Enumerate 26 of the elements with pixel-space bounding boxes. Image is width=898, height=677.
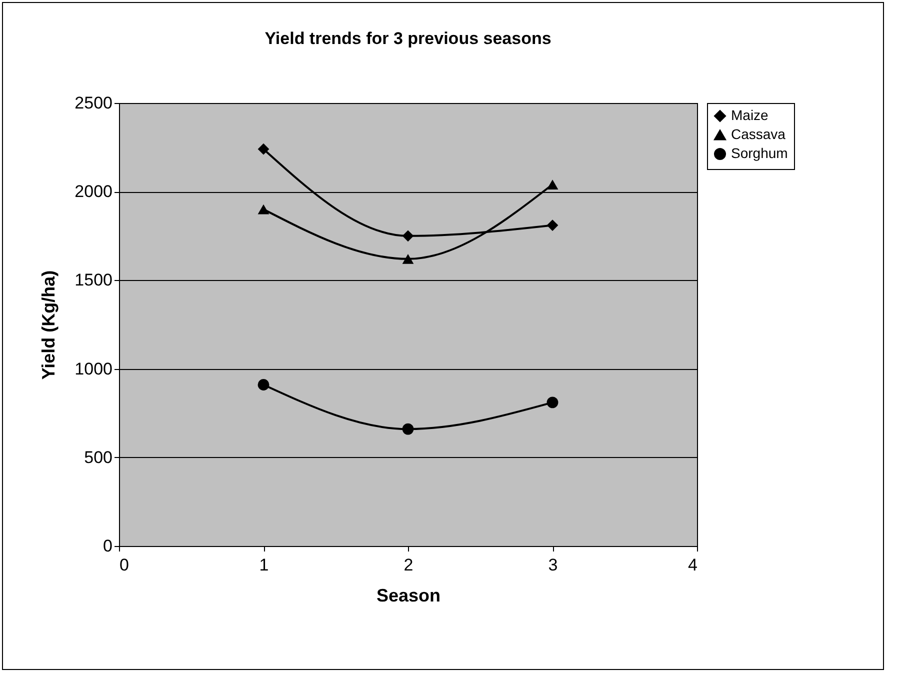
- point: [402, 254, 414, 264]
- x-tick-label: 1: [259, 556, 269, 574]
- legend-label: Sorghum: [731, 145, 788, 161]
- legend-label: Cassava: [731, 126, 786, 142]
- y-tick-label: 500: [84, 448, 112, 467]
- x-tick-label: 4: [688, 556, 698, 574]
- x-tick-label: 0: [120, 556, 129, 574]
- y-tick-label: 0: [103, 536, 112, 556]
- y-axis-title: Yield (Kg/ha): [38, 270, 59, 380]
- x-axis-title: Season: [376, 586, 441, 606]
- y-tick-label: 1000: [74, 359, 112, 378]
- x-tick-label: 3: [548, 556, 558, 574]
- legend-label: Maize: [731, 107, 769, 123]
- chart-title: Yield trends for 3 previous seasons: [264, 29, 552, 48]
- point: [402, 423, 414, 435]
- y-tick-label: 2000: [74, 182, 112, 202]
- point: [258, 379, 270, 390]
- point: [258, 204, 270, 214]
- point: [546, 220, 558, 231]
- point: [546, 180, 558, 190]
- y-tick-label: 1500: [74, 270, 112, 290]
- point: [546, 396, 558, 408]
- point: [258, 143, 270, 155]
- x-tick-label: 2: [404, 556, 414, 574]
- point: [402, 230, 414, 242]
- y-tick-label: 2500: [74, 94, 112, 112]
